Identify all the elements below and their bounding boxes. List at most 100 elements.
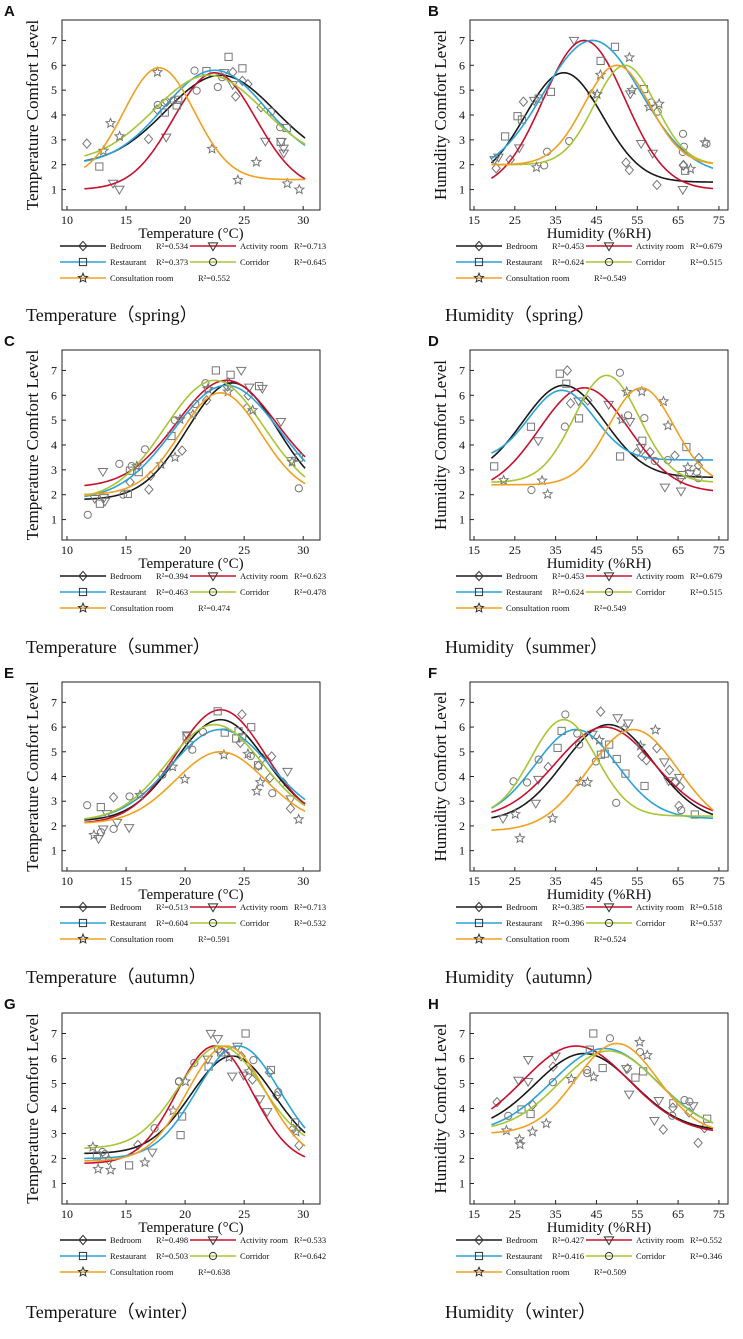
- series-points-corridor: [509, 710, 686, 815]
- legend-r2: R²=0.604: [156, 918, 189, 928]
- data-point: [123, 824, 135, 834]
- data-point: [97, 825, 109, 835]
- y-axis-label: Humidity Comfort Level: [431, 691, 450, 861]
- data-point: [212, 1035, 224, 1045]
- fit-curve-consultation-room: [84, 750, 306, 824]
- legend-label: Corridor: [636, 1251, 665, 1261]
- data-point: [596, 750, 606, 759]
- data-point: [158, 770, 167, 779]
- data-point: [160, 108, 169, 117]
- legend-marker: [77, 601, 89, 613]
- data-point: [259, 137, 271, 147]
- plot-frame: [61, 19, 321, 211]
- legend-entry: Bedroom R²=0.513: [60, 901, 188, 913]
- y-tick-label: 5: [459, 83, 465, 97]
- legend-marker: [207, 572, 219, 582]
- panel-c: C 1 2 3 4 5 6 7 10 15 20 25 30 Temperature Comfort Le…: [4, 333, 326, 657]
- legend-label: Restaurant: [506, 587, 543, 597]
- x-tick-label: 45: [590, 543, 602, 557]
- legend-label: Bedroom: [110, 1235, 142, 1245]
- y-tick-label: 6: [459, 720, 465, 734]
- legend-label: Consultation room: [506, 1267, 570, 1277]
- legend-marker: [78, 918, 88, 928]
- series-points-consultation-room: [97, 66, 306, 195]
- data-point: [616, 413, 628, 425]
- data-point: [490, 462, 499, 471]
- data-point: [290, 1118, 300, 1127]
- x-tick-label: 30: [297, 1207, 309, 1221]
- data-point: [190, 1058, 199, 1067]
- x-axis-label: Humidity (%RH): [547, 226, 652, 242]
- legend-entry: Restaurant R²=0.624: [456, 587, 585, 597]
- y-tick-label: 4: [51, 438, 57, 452]
- data-point: [685, 1097, 694, 1106]
- fit-curve-restaurant: [490, 39, 714, 169]
- fit-curve-restaurant: [84, 1045, 306, 1160]
- series-points-consultation-room: [130, 382, 298, 472]
- legend-r2: R²=0.623: [294, 571, 326, 581]
- y-tick-label: 5: [51, 83, 57, 97]
- legend: Bedroom R²=0.385 Activity room R²=0.518 Rest…: [456, 901, 722, 944]
- data-point: [518, 96, 529, 108]
- legend-marker: [474, 918, 484, 928]
- data-point: [177, 445, 187, 456]
- legend-marker: [78, 1234, 88, 1246]
- data-point: [115, 459, 124, 468]
- fit-curve-restaurant: [84, 384, 306, 498]
- fit-curve-activity-room: [490, 1045, 714, 1132]
- data-point: [612, 798, 621, 807]
- data-point: [596, 56, 605, 65]
- data-point: [675, 487, 687, 497]
- legend-entry: Bedroom R²=0.534: [60, 240, 189, 252]
- legend-entry: Consultation room R²=0.638: [60, 1265, 230, 1277]
- panel-caption: Temperature（summer）: [26, 637, 211, 657]
- legend-marker: [603, 242, 615, 252]
- y-axis-label: Temperature Comfort Level: [23, 681, 42, 872]
- legend: Bedroom R²=0.453 Activity room R²=0.679 Rest…: [456, 570, 722, 613]
- x-tick-label: 65: [672, 874, 684, 888]
- data-point: [266, 107, 276, 116]
- legend-entry: Activity room R²=0.552: [586, 1235, 722, 1246]
- y-tick-label: 7: [459, 33, 465, 47]
- data-point: [658, 1124, 669, 1135]
- x-tick-label: 10: [61, 874, 73, 888]
- data-point: [668, 1111, 677, 1120]
- y-tick-label: 2: [459, 819, 465, 833]
- legend-r2: R²=0.549: [594, 603, 626, 613]
- data-point: [179, 1075, 192, 1087]
- legend-marker: [474, 901, 484, 913]
- data-point: [626, 83, 638, 95]
- legend-label: Bedroom: [506, 902, 538, 912]
- fit-curve-activity-room: [84, 71, 306, 190]
- panel-letter: C: [4, 333, 15, 350]
- legend-label: Restaurant: [110, 1251, 147, 1261]
- data-point: [618, 722, 630, 734]
- data-point: [664, 764, 675, 776]
- data-point: [589, 1029, 598, 1038]
- data-point: [526, 422, 536, 431]
- legend-entry: Bedroom R²=0.498: [60, 1234, 188, 1246]
- panel-letter: G: [4, 996, 16, 1013]
- legend-entry: Activity room R²=0.518: [586, 902, 722, 913]
- data-point: [220, 728, 229, 737]
- x-axis-label: Humidity (%RH): [547, 556, 652, 572]
- legend-r2: R²=0.498: [156, 1235, 188, 1245]
- y-tick-label: 6: [459, 1052, 465, 1066]
- legend-label: Activity room: [636, 902, 684, 912]
- data-point: [181, 731, 193, 741]
- x-tick-label: 55: [631, 874, 643, 888]
- panel-letter: E: [4, 665, 14, 682]
- data-point: [500, 1124, 513, 1136]
- legend-entry: Consultation room R²=0.509: [456, 1265, 626, 1277]
- legend-marker: [474, 1234, 484, 1246]
- x-tick-label: 25: [509, 874, 521, 888]
- fit-curve-bedroom: [491, 1052, 714, 1130]
- legend-marker: [603, 903, 615, 913]
- legend-entry: Restaurant R²=0.503: [60, 1251, 188, 1261]
- legend-label: Consultation room: [110, 273, 174, 283]
- legend-marker: [208, 918, 218, 928]
- legend-label: Corridor: [240, 918, 269, 928]
- panel-letter: F: [428, 665, 437, 682]
- legend-entry: Activity room R²=0.713: [190, 241, 326, 252]
- data-point: [83, 801, 92, 810]
